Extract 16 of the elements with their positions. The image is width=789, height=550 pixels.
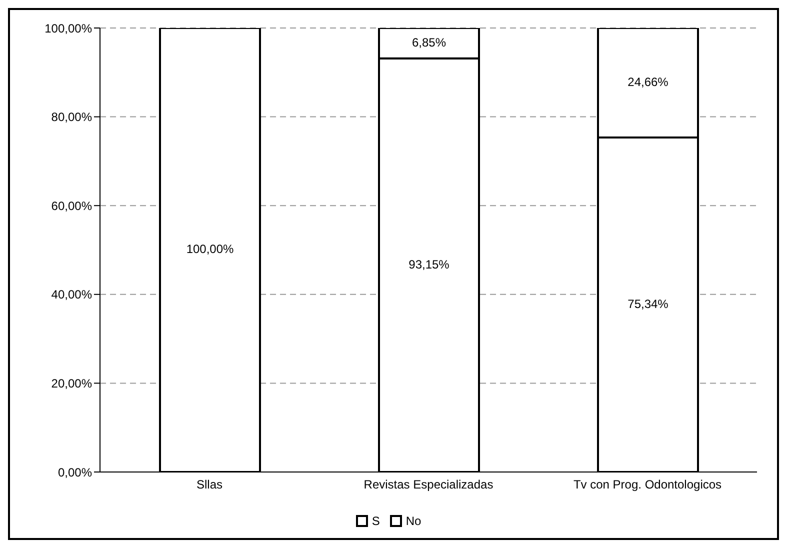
x-tick-label: Tv con Prog. Odontologicos: [573, 478, 722, 492]
data-label: 93,15%: [408, 257, 450, 272]
y-tick-label: 60,00%: [51, 198, 92, 213]
y-tick-label: 100,00%: [44, 21, 92, 36]
legend-label: S: [370, 514, 380, 528]
x-tick-label: Revistas Especializadas: [364, 478, 494, 492]
data-label: 6,85%: [412, 35, 446, 50]
data-label: 75,34%: [628, 296, 669, 311]
y-tick-label: 0,00%: [58, 465, 92, 480]
legend-label: No: [404, 514, 422, 528]
x-tick-label: Sllas: [196, 478, 223, 492]
y-tick-label: 20,00%: [51, 376, 92, 390]
y-tick-label: 80,00%: [51, 110, 92, 124]
data-label: 100,00%: [186, 242, 234, 256]
data-label: 24,66%: [628, 74, 669, 89]
y-tick-label: 40,00%: [51, 288, 92, 302]
